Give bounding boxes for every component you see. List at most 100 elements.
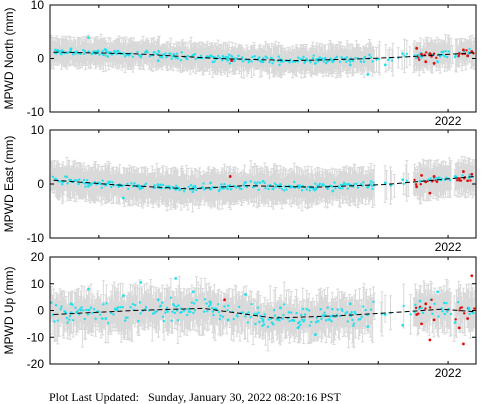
data-point xyxy=(302,55,305,59)
data-point xyxy=(81,181,84,184)
data-point xyxy=(291,60,294,64)
data-point xyxy=(230,187,233,190)
data-point xyxy=(234,186,238,189)
data-point xyxy=(97,50,100,53)
data-point xyxy=(85,179,89,182)
data-point xyxy=(194,186,197,189)
data-point xyxy=(164,52,167,55)
data-point xyxy=(139,186,143,190)
data-point xyxy=(133,182,136,185)
y-axis-title: MPWD North (mm) xyxy=(2,8,16,110)
data-point xyxy=(261,60,265,64)
series-1 xyxy=(230,46,474,65)
data-point xyxy=(101,49,104,53)
data-point xyxy=(436,60,439,64)
data-point xyxy=(168,185,171,188)
data-point xyxy=(447,50,450,53)
y-axis-title: MPWD East (mm) xyxy=(2,136,16,233)
data-point xyxy=(220,183,223,186)
data-point xyxy=(468,47,471,51)
data-point xyxy=(355,182,358,186)
data-point xyxy=(312,54,315,57)
data-point xyxy=(390,59,394,62)
data-point xyxy=(186,54,190,58)
data-point xyxy=(153,184,156,187)
recent-point xyxy=(413,178,416,182)
data-point xyxy=(110,53,114,56)
data-point xyxy=(375,58,378,61)
data-point xyxy=(210,187,213,190)
data-point xyxy=(226,187,229,191)
data-point xyxy=(158,50,161,54)
data-point xyxy=(277,55,280,58)
data-point xyxy=(82,178,86,182)
data-point xyxy=(282,189,286,192)
data-point xyxy=(98,53,101,56)
data-point xyxy=(224,55,228,59)
data-point xyxy=(288,61,291,64)
data-point xyxy=(253,181,256,184)
data-point xyxy=(309,61,312,64)
data-point xyxy=(262,57,265,60)
data-point xyxy=(366,73,370,76)
data-point xyxy=(116,49,120,53)
data-point xyxy=(416,53,419,57)
recent-point xyxy=(432,175,436,178)
data-point xyxy=(191,185,195,189)
data-point xyxy=(363,55,367,59)
data-point xyxy=(222,187,225,190)
data-point xyxy=(69,178,73,182)
data-point xyxy=(75,179,79,182)
data-point xyxy=(348,63,352,67)
data-point xyxy=(100,186,104,189)
recent-point xyxy=(469,179,472,182)
data-point xyxy=(169,52,173,55)
data-point xyxy=(403,54,406,58)
data-point xyxy=(106,55,110,58)
data-point xyxy=(228,62,232,65)
data-point xyxy=(324,56,327,60)
data-point xyxy=(257,188,260,191)
data-point xyxy=(317,184,321,187)
y-tick-label: 10 xyxy=(31,0,45,12)
data-point xyxy=(121,196,125,200)
data-point xyxy=(324,61,328,65)
data-point xyxy=(109,185,113,189)
data-point xyxy=(274,185,277,189)
recent-point xyxy=(435,56,438,60)
recent-point xyxy=(415,46,419,50)
data-point xyxy=(121,52,125,56)
data-point xyxy=(209,181,213,185)
data-point xyxy=(371,60,374,63)
data-point xyxy=(311,57,315,60)
data-point xyxy=(69,49,72,53)
data-point xyxy=(317,60,320,63)
panel-1: 10 0 -10 2022 MPWD East (mm) xyxy=(2,123,477,254)
data-point xyxy=(83,49,86,53)
recent-point xyxy=(430,55,433,58)
data-point xyxy=(282,60,285,63)
data-point xyxy=(359,60,363,63)
data-point xyxy=(335,55,339,58)
data-point xyxy=(270,56,273,60)
data-point xyxy=(334,187,337,190)
data-point xyxy=(313,187,317,191)
data-point xyxy=(153,51,156,54)
data-point xyxy=(279,183,282,186)
data-point xyxy=(248,59,251,63)
data-point xyxy=(113,52,117,55)
data-point xyxy=(339,183,343,187)
data-point xyxy=(185,57,189,61)
data-point xyxy=(101,179,104,182)
data-point xyxy=(255,183,258,186)
data-point xyxy=(127,54,131,57)
data-point xyxy=(263,181,266,185)
data-point xyxy=(271,62,274,65)
data-point xyxy=(278,63,281,67)
data-point xyxy=(227,58,230,62)
data-point xyxy=(449,178,452,182)
y-tick-label: 0 xyxy=(37,52,44,66)
data-point xyxy=(366,185,370,189)
data-point xyxy=(278,186,281,190)
